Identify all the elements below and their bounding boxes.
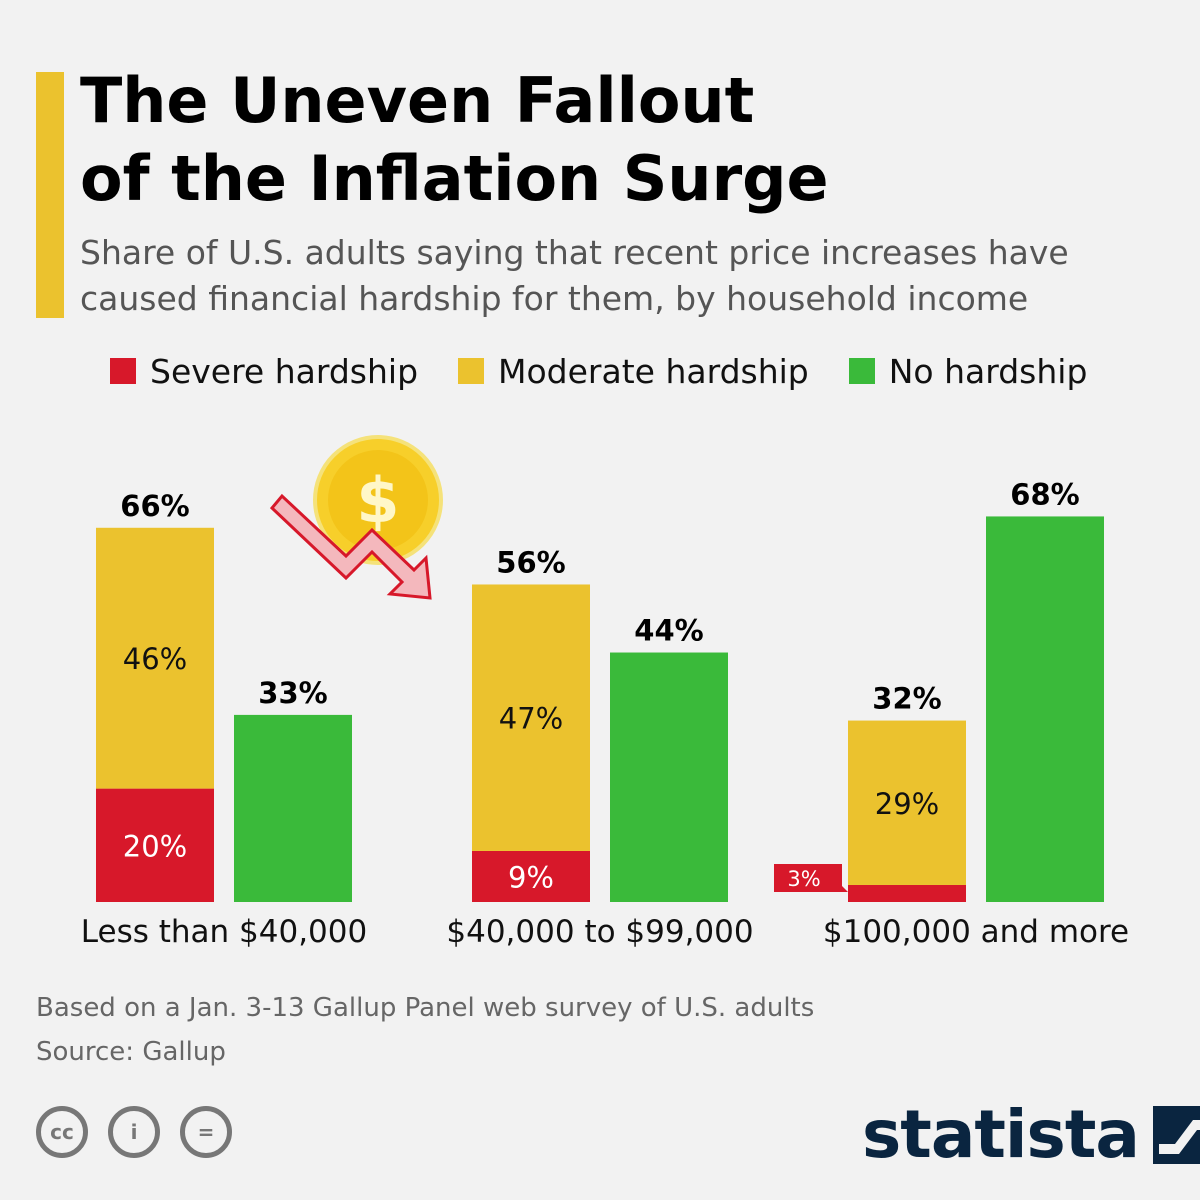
bar-no-hardship: [234, 714, 352, 902]
bar-chart: $20% 46% 66% 33% Less than $40,000 9% 47% 56% 44…: [81, 435, 1129, 950]
category-label: Less than $40,000: [81, 914, 367, 950]
legend-label-severe: Severe hardship: [150, 351, 419, 391]
category-label: $40,000 to $99,000: [446, 914, 753, 950]
bar-moderate: [472, 584, 590, 851]
legend-item-none: No hardship: [848, 351, 1088, 391]
severe-value-label: 9%: [508, 860, 554, 894]
legend-swatch-none: [848, 358, 875, 384]
coin-symbol: $: [356, 464, 399, 537]
survey-note: Based on a Jan. 3-13 Gallup Panel web su…: [36, 993, 815, 1023]
moderate-value-label: 46%: [123, 642, 187, 676]
cc-license-icon[interactable]: cc: [36, 1106, 88, 1158]
legend-item-severe: Severe hardship: [110, 352, 418, 391]
statista-logo-icon: [1152, 1105, 1200, 1164]
no-hardship-value-label: 68%: [1010, 477, 1079, 511]
bar-no-hardship: [610, 652, 728, 902]
footer-note: Based on a Jan. 3-13 Gallup Panel web su…: [36, 986, 814, 1074]
bar-moderate: [96, 527, 214, 789]
falling-arrow-icon: [269, 493, 432, 600]
title-line-2: of the Inflation Surge: [80, 142, 829, 215]
bar-severe: [848, 884, 966, 902]
severe-value-label: 3%: [787, 867, 820, 891]
no-hardship-value-label: 33%: [258, 676, 327, 710]
no-derivatives-icon[interactable]: =: [180, 1106, 232, 1158]
bar-severe: [472, 850, 590, 902]
subtitle: Share of U.S. adults saying that recent …: [80, 230, 1180, 322]
bar-severe: [96, 788, 214, 902]
coin-inner: [328, 450, 428, 550]
brand-logo[interactable]: statista: [862, 1096, 1200, 1173]
bar-no-hardship: [986, 516, 1104, 902]
legend-swatch-severe: [110, 358, 136, 384]
legend-item-moderate: Moderate hardship: [458, 352, 809, 391]
no-hardship-value-label: 44%: [634, 614, 703, 648]
severe-callout-tag: [774, 864, 848, 892]
page-title: The Uneven Fallout of the Inflation Surg…: [80, 62, 1160, 218]
bar-moderate: [848, 720, 966, 885]
category-label: $100,000 and more: [823, 914, 1129, 950]
subtitle-line-1: Share of U.S. adults saying that recent …: [80, 233, 1069, 272]
legend-label-none: No hardship: [888, 351, 1088, 391]
legend-label-moderate: Moderate hardship: [498, 351, 809, 391]
brand-name: statista: [862, 1096, 1140, 1173]
accent-bar: [36, 72, 64, 318]
license-icons: cc i =: [36, 1106, 252, 1158]
title-line-1: The Uneven Fallout: [80, 64, 755, 137]
stack-total-label: 56%: [496, 545, 565, 579]
attribution-icon[interactable]: i: [108, 1106, 160, 1158]
subtitle-line-2: caused financial hardship for them, by h…: [80, 279, 1029, 318]
severe-value-label: 20%: [123, 829, 187, 863]
moderate-value-label: 47%: [499, 702, 563, 736]
source-note: Source: Gallup: [36, 1037, 226, 1067]
stack-total-label: 32%: [872, 682, 941, 716]
legend: Severe hardship Moderate hardship No har…: [110, 346, 1127, 396]
stack-total-label: 66%: [120, 489, 189, 523]
legend-swatch-moderate: [458, 358, 485, 384]
moderate-value-label: 29%: [875, 787, 939, 821]
